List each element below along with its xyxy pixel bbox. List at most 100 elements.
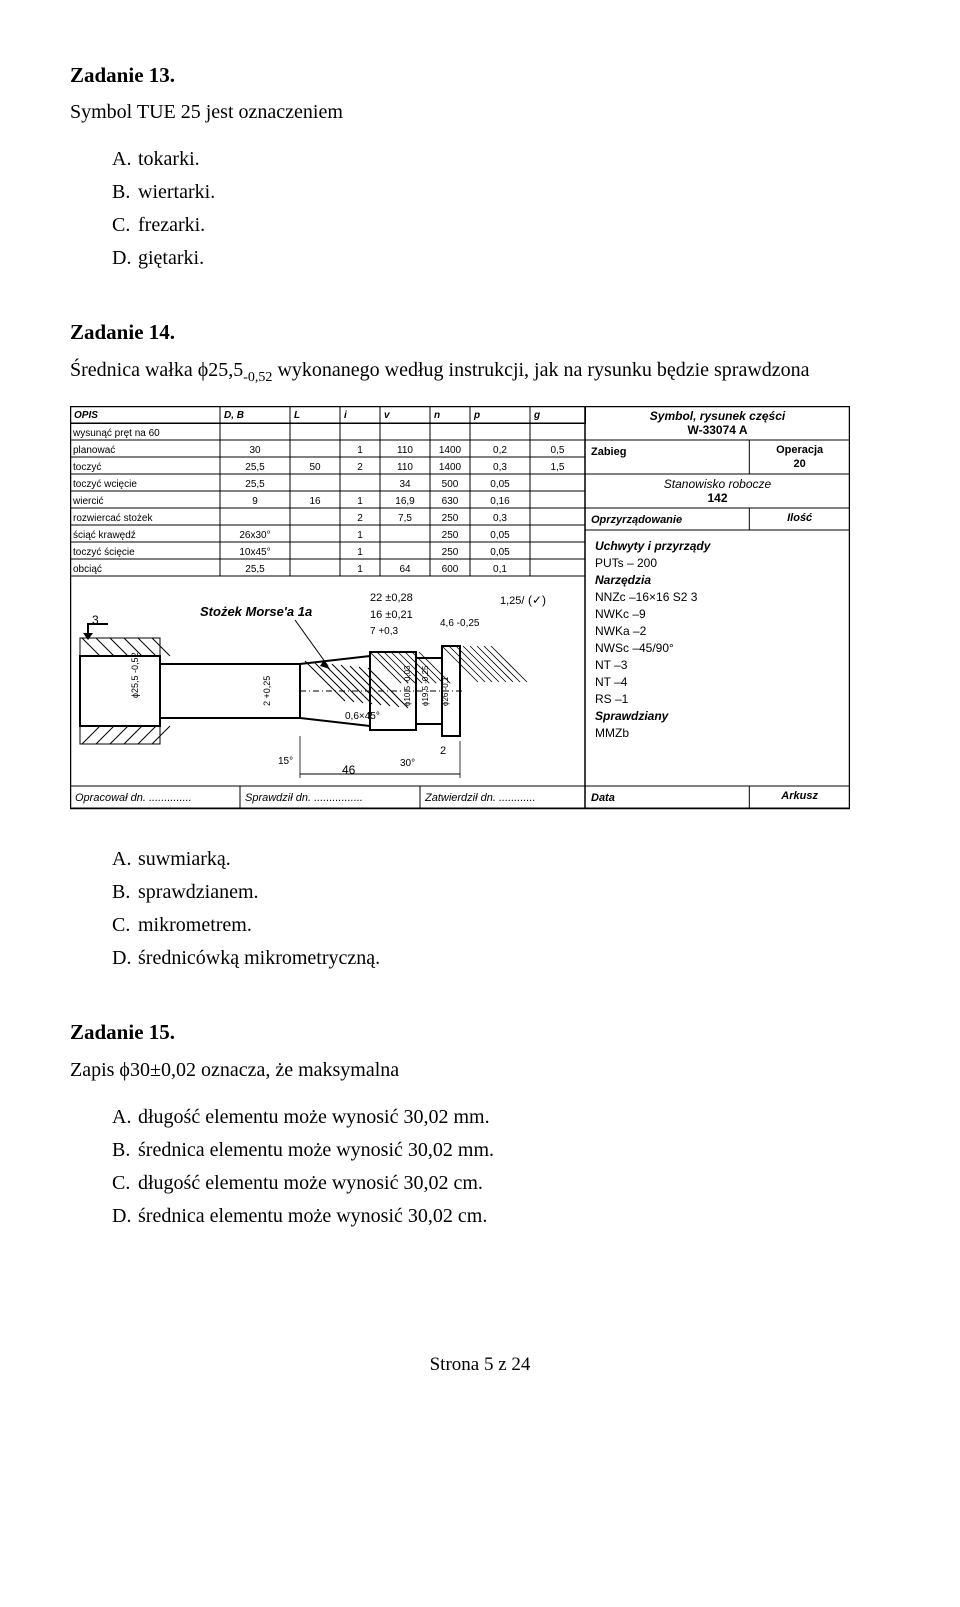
svg-text:RS –1: RS –1	[595, 692, 629, 706]
svg-text:Arkusz: Arkusz	[780, 790, 818, 802]
svg-text:Ilość: Ilość	[787, 512, 813, 524]
svg-text:25,5: 25,5	[245, 479, 265, 490]
q15-option-d: D.średnica elementu może wynosić 30,02 c…	[112, 1202, 890, 1231]
svg-text:64: 64	[399, 564, 411, 575]
svg-text:142: 142	[707, 491, 727, 505]
svg-text:250: 250	[442, 547, 459, 558]
svg-text:0,05: 0,05	[490, 479, 510, 490]
option-letter: A.	[112, 1103, 138, 1132]
svg-text:i: i	[344, 410, 347, 421]
svg-text:Zatwierdził dn. ............: Zatwierdził dn. ............	[424, 792, 536, 804]
svg-text:NWKa –2: NWKa –2	[595, 624, 647, 638]
svg-text:NWSc –45/90°: NWSc –45/90°	[595, 641, 674, 655]
svg-text:110: 110	[397, 445, 413, 456]
q14-option-c: C.mikrometrem.	[112, 911, 890, 940]
option-text: frezarki.	[138, 214, 205, 236]
svg-text:0,1: 0,1	[493, 564, 507, 575]
option-letter: B.	[112, 178, 138, 207]
option-letter: A.	[112, 845, 138, 874]
svg-text:1: 1	[357, 496, 363, 507]
svg-text:Narzędzia: Narzędzia	[595, 573, 651, 587]
svg-text:1: 1	[357, 547, 363, 558]
option-letter: D.	[112, 1202, 138, 1231]
svg-text:NWKc –9: NWKc –9	[595, 607, 646, 621]
svg-text:NT –3: NT –3	[595, 658, 628, 672]
svg-text:rozwiercać stożek: rozwiercać stożek	[73, 513, 153, 524]
svg-text:250: 250	[442, 530, 459, 541]
option-letter: C.	[112, 1169, 138, 1198]
svg-text:Oprzyrządowanie: Oprzyrządowanie	[591, 514, 682, 526]
option-text: mikrometrem.	[138, 914, 252, 936]
q15-option-c: C.długość elementu może wynosić 30,02 cm…	[112, 1169, 890, 1198]
svg-text:planować: planować	[73, 445, 115, 456]
svg-text:7,5: 7,5	[398, 513, 412, 524]
option-letter: D.	[112, 944, 138, 973]
q14-stem: Średnica wałka ϕ25,5-0,52 wykonanego wed…	[70, 356, 890, 388]
svg-text:p: p	[473, 410, 480, 421]
svg-text:toczyć wcięcie: toczyć wcięcie	[73, 479, 137, 490]
option-text: średnica elementu może wynosić 30,02 cm.	[138, 1205, 487, 1227]
option-text: sprawdzianem.	[138, 881, 259, 903]
svg-text:MMZb: MMZb	[595, 726, 629, 740]
option-letter: D.	[112, 244, 138, 273]
q15-option-a: A.długość elementu może wynosić 30,02 mm…	[112, 1103, 890, 1132]
svg-text:ściąć krawędź: ściąć krawędź	[73, 530, 136, 541]
svg-text:7 +0,3: 7 +0,3	[370, 626, 399, 637]
q13-stem: Symbol TUE 25 jest oznaczeniem	[70, 98, 890, 127]
svg-text:30°: 30°	[400, 758, 415, 769]
option-letter: C.	[112, 911, 138, 940]
svg-text:D, B: D, B	[224, 410, 244, 421]
svg-text:16,9: 16,9	[395, 496, 415, 507]
svg-text:22 ±0,28: 22 ±0,28	[370, 592, 413, 604]
svg-text:ϕ19,5 -0,25: ϕ19,5 -0,25	[421, 665, 430, 706]
q14-option-b: B.sprawdzianem.	[112, 878, 890, 907]
q14-stem-prefix: Średnica wałka ϕ25,5	[70, 359, 243, 381]
svg-text:obciąć: obciąć	[73, 564, 102, 575]
svg-text:26x30°: 26x30°	[239, 530, 270, 541]
svg-text:3: 3	[92, 613, 99, 627]
svg-text:630: 630	[442, 496, 459, 507]
svg-text:1400: 1400	[439, 445, 462, 456]
page-footer: Strona 5 z 24	[70, 1351, 890, 1379]
svg-text:30: 30	[249, 445, 261, 456]
q14-heading: Zadanie 14.	[70, 317, 890, 347]
svg-text:wysunąć pręt na 60: wysunąć pręt na 60	[72, 428, 160, 439]
q14-stem-sub: -0,52	[243, 370, 272, 385]
option-text: tokarki.	[138, 148, 200, 170]
svg-text:25,5: 25,5	[245, 462, 265, 473]
svg-text:9: 9	[252, 496, 258, 507]
svg-text:0,2: 0,2	[493, 445, 507, 456]
svg-text:PUTs – 200: PUTs – 200	[595, 556, 657, 570]
svg-text:ϕ10,5 -0,03: ϕ10,5 -0,03	[403, 665, 412, 706]
q13-option-b: B.wiertarki.	[112, 178, 890, 207]
svg-text:1: 1	[357, 530, 363, 541]
q15-stem: Zapis ϕ30±0,02 oznacza, że maksymalna	[70, 1056, 890, 1085]
svg-text:0,05: 0,05	[490, 530, 510, 541]
svg-text:W-33074 A: W-33074 A	[687, 423, 747, 437]
svg-text:0,6×45°: 0,6×45°	[345, 711, 380, 722]
option-text: suwmiarką.	[138, 848, 231, 870]
option-letter: B.	[112, 1136, 138, 1165]
option-text: wiertarki.	[138, 181, 215, 203]
option-text: długość elementu może wynosić 30,02 mm.	[138, 1106, 490, 1128]
svg-text:20: 20	[794, 458, 806, 470]
svg-text:1,25/: 1,25/	[500, 595, 525, 607]
svg-text:Stożek Morse'a 1a: Stożek Morse'a 1a	[200, 604, 312, 619]
svg-text:16: 16	[309, 496, 321, 507]
option-text: średnicówką mikrometryczną.	[138, 947, 380, 969]
option-letter: A.	[112, 145, 138, 174]
svg-text:0,5: 0,5	[551, 445, 565, 456]
svg-text:4,6 -0,25: 4,6 -0,25	[440, 618, 480, 629]
svg-text:500: 500	[442, 479, 459, 490]
svg-text:250: 250	[442, 513, 459, 524]
svg-text:ϕ26 -0,1: ϕ26 -0,1	[441, 676, 450, 706]
svg-text:0,3: 0,3	[493, 513, 507, 524]
svg-text:toczyć: toczyć	[73, 462, 101, 473]
q15-options: A.długość elementu może wynosić 30,02 mm…	[112, 1103, 890, 1231]
q14-option-a: A.suwmiarką.	[112, 845, 890, 874]
svg-text:1,5: 1,5	[551, 462, 565, 473]
q14-option-d: D.średnicówką mikrometryczną.	[112, 944, 890, 973]
q15-option-b: B.średnica elementu może wynosić 30,02 m…	[112, 1136, 890, 1165]
svg-text:2: 2	[440, 745, 446, 757]
svg-text:46: 46	[342, 763, 356, 777]
